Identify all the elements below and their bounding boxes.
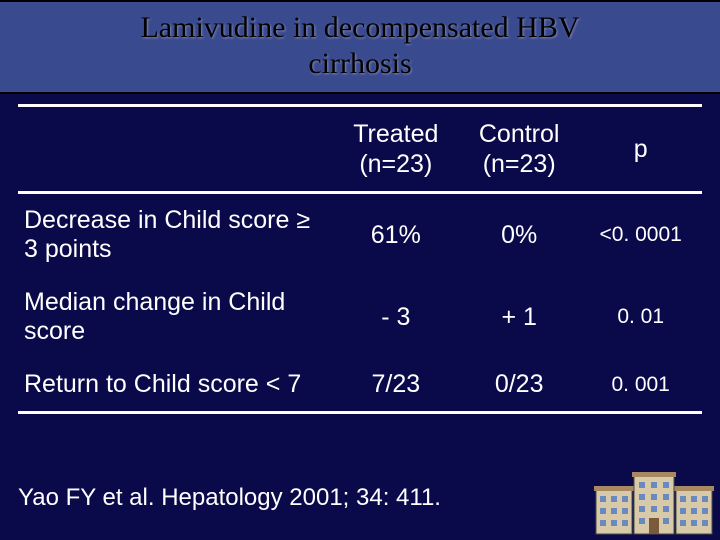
results-table: Treated (n=23) Control (n=23) p Decrease… xyxy=(18,104,702,414)
slide: Lamivudine in decompensated HBV cirrhosi… xyxy=(0,0,720,540)
table-row: Decrease in Child score ≥ 3 points 61% 0… xyxy=(18,193,702,277)
cell-p: 0. 001 xyxy=(579,358,702,413)
row-label: Median change in Child score xyxy=(18,276,333,358)
col-header-treated-l2: (n=23) xyxy=(359,150,432,178)
cell-treated: 61% xyxy=(333,193,459,277)
cell-treated: 7/23 xyxy=(333,358,459,413)
col-header-p: p xyxy=(579,106,702,193)
cell-p: <0. 0001 xyxy=(579,193,702,277)
cell-control: + 1 xyxy=(459,276,579,358)
table-row: Median change in Child score - 3 + 1 0. … xyxy=(18,276,702,358)
cell-control: 0% xyxy=(459,193,579,277)
title-line-1: Lamivudine in decompensated HBV xyxy=(140,11,579,44)
col-header-p-l1: p xyxy=(634,135,648,163)
table-header-row: Treated (n=23) Control (n=23) p xyxy=(18,106,702,193)
col-header-control-l2: (n=23) xyxy=(483,150,556,178)
citation-text: Yao FY et al. Hepatology 2001; 34: 411. xyxy=(18,484,441,512)
title-line-2: cirrhosis xyxy=(308,47,411,80)
results-table-container: Treated (n=23) Control (n=23) p Decrease… xyxy=(0,94,720,414)
col-header-label xyxy=(18,106,333,193)
col-header-treated-l1: Treated xyxy=(353,120,438,148)
row-label: Decrease in Child score ≥ 3 points xyxy=(18,193,333,277)
row-label: Return to Child score < 7 xyxy=(18,358,333,413)
table-row: Return to Child score < 7 7/23 0/23 0. 0… xyxy=(18,358,702,413)
slide-title: Lamivudine in decompensated HBV cirrhosi… xyxy=(20,10,700,82)
col-header-treated: Treated (n=23) xyxy=(333,106,459,193)
cell-control: 0/23 xyxy=(459,358,579,413)
col-header-control-l1: Control xyxy=(479,120,560,148)
cell-p: 0. 01 xyxy=(579,276,702,358)
col-header-control: Control (n=23) xyxy=(459,106,579,193)
cell-treated: - 3 xyxy=(333,276,459,358)
title-band: Lamivudine in decompensated HBV cirrhosi… xyxy=(0,0,720,94)
hospital-building-icon xyxy=(594,468,714,536)
